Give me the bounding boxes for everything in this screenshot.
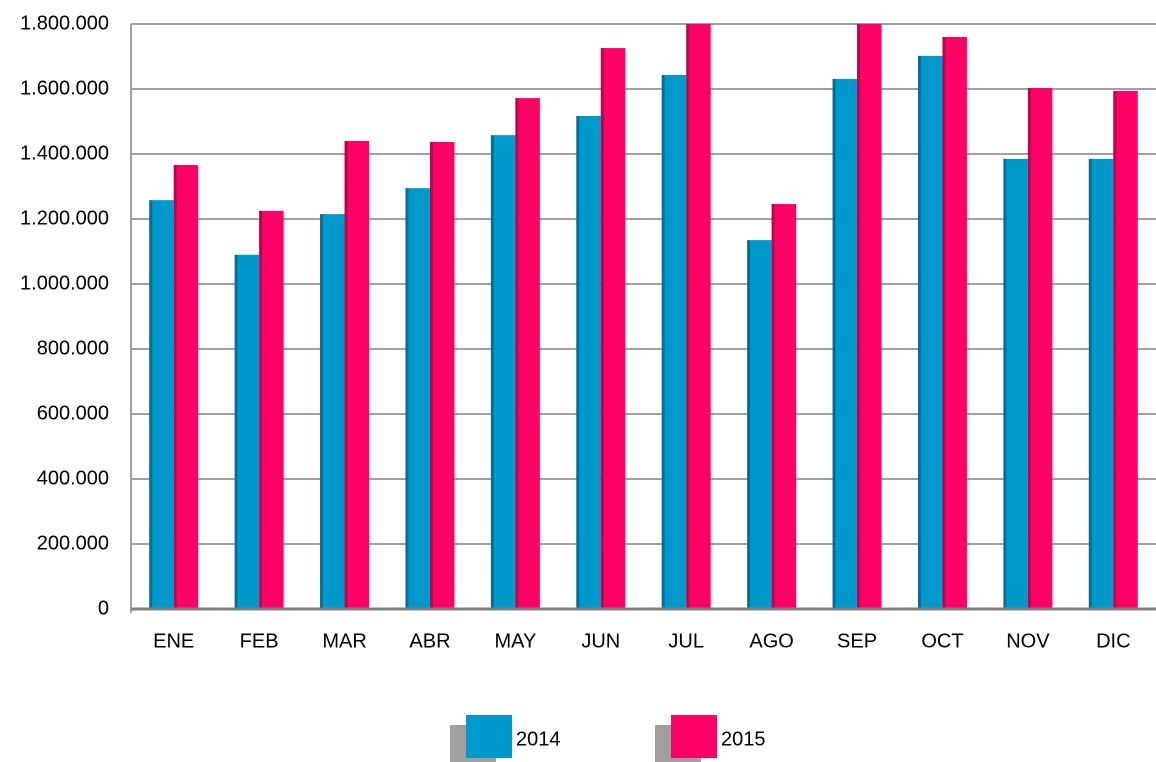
bar-shade — [259, 210, 263, 609]
y-tick-label: 400.000 — [37, 467, 109, 489]
bar — [661, 75, 687, 609]
bar — [149, 200, 174, 609]
x-tick-label: OCT — [921, 630, 963, 652]
x-tick-label: MAR — [322, 630, 366, 652]
x-tick-label: MAY — [494, 630, 536, 652]
bar — [832, 78, 858, 610]
bar-shade — [149, 200, 153, 609]
bar-shade — [661, 75, 665, 609]
x-tick-label: NOV — [1006, 630, 1050, 652]
bar — [320, 214, 345, 609]
x-tick-label: SEP — [837, 630, 877, 652]
y-tick-label: 1.600.000 — [20, 77, 109, 99]
bar-shade — [600, 48, 604, 610]
bar — [686, 24, 711, 609]
legend-label: 2015 — [721, 728, 766, 750]
bar — [515, 98, 540, 609]
y-tick-label: 200.000 — [37, 532, 109, 554]
bar-shade — [234, 254, 238, 609]
y-tick-label: 1.800.000 — [20, 12, 109, 34]
bar — [857, 24, 882, 609]
x-tick-label: ABR — [409, 630, 450, 652]
bar — [1003, 158, 1028, 609]
x-tick-label: AGO — [749, 630, 793, 652]
bar — [490, 135, 516, 609]
bar — [405, 188, 430, 609]
y-tick-label: 0 — [98, 597, 109, 619]
bar-shade — [1003, 158, 1007, 609]
y-tick-label: 800.000 — [37, 337, 109, 359]
bar — [429, 141, 455, 609]
bar-shade — [320, 214, 324, 609]
bar-shade — [832, 78, 836, 610]
bar-shade — [1088, 158, 1092, 609]
x-tick-label: DIC — [1096, 630, 1130, 652]
bar-shade — [490, 135, 494, 609]
bar-shade — [173, 165, 177, 610]
bar-shade — [1027, 88, 1031, 609]
bar-shade — [857, 24, 861, 609]
bar — [917, 55, 943, 610]
bar — [344, 141, 370, 609]
bar-shade — [1113, 90, 1117, 609]
bar — [771, 204, 797, 610]
bar — [1088, 158, 1114, 609]
x-tick-label: JUN — [581, 630, 620, 652]
bar — [942, 37, 967, 609]
bar-shade — [576, 115, 580, 609]
bar-shade — [747, 240, 751, 609]
bar-shade — [686, 24, 690, 609]
bar — [1027, 88, 1053, 609]
bar — [173, 165, 199, 610]
legend-swatch — [466, 715, 512, 758]
bar — [259, 210, 284, 609]
y-tick-label: 600.000 — [37, 402, 109, 424]
legend-label: 2014 — [516, 728, 561, 750]
x-tick-label: FEB — [240, 630, 279, 652]
bar-shade — [771, 204, 775, 610]
legend-swatch — [671, 715, 717, 758]
bar-shade — [429, 141, 433, 609]
y-tick-label: 1.200.000 — [20, 207, 109, 229]
bar — [1113, 90, 1138, 609]
x-tick-label: ENE — [153, 630, 194, 652]
bar-shade — [405, 188, 409, 609]
bar-shade — [942, 37, 946, 609]
y-tick-label: 1.400.000 — [20, 142, 109, 164]
bar-shade — [917, 55, 921, 610]
bar-shade — [515, 98, 519, 609]
bar — [576, 115, 601, 609]
bar — [747, 240, 772, 609]
bar — [600, 48, 626, 610]
x-tick-label: JUL — [668, 630, 704, 652]
bar — [234, 254, 260, 609]
y-tick-label: 1.000.000 — [20, 272, 109, 294]
bar-shade — [344, 141, 348, 609]
